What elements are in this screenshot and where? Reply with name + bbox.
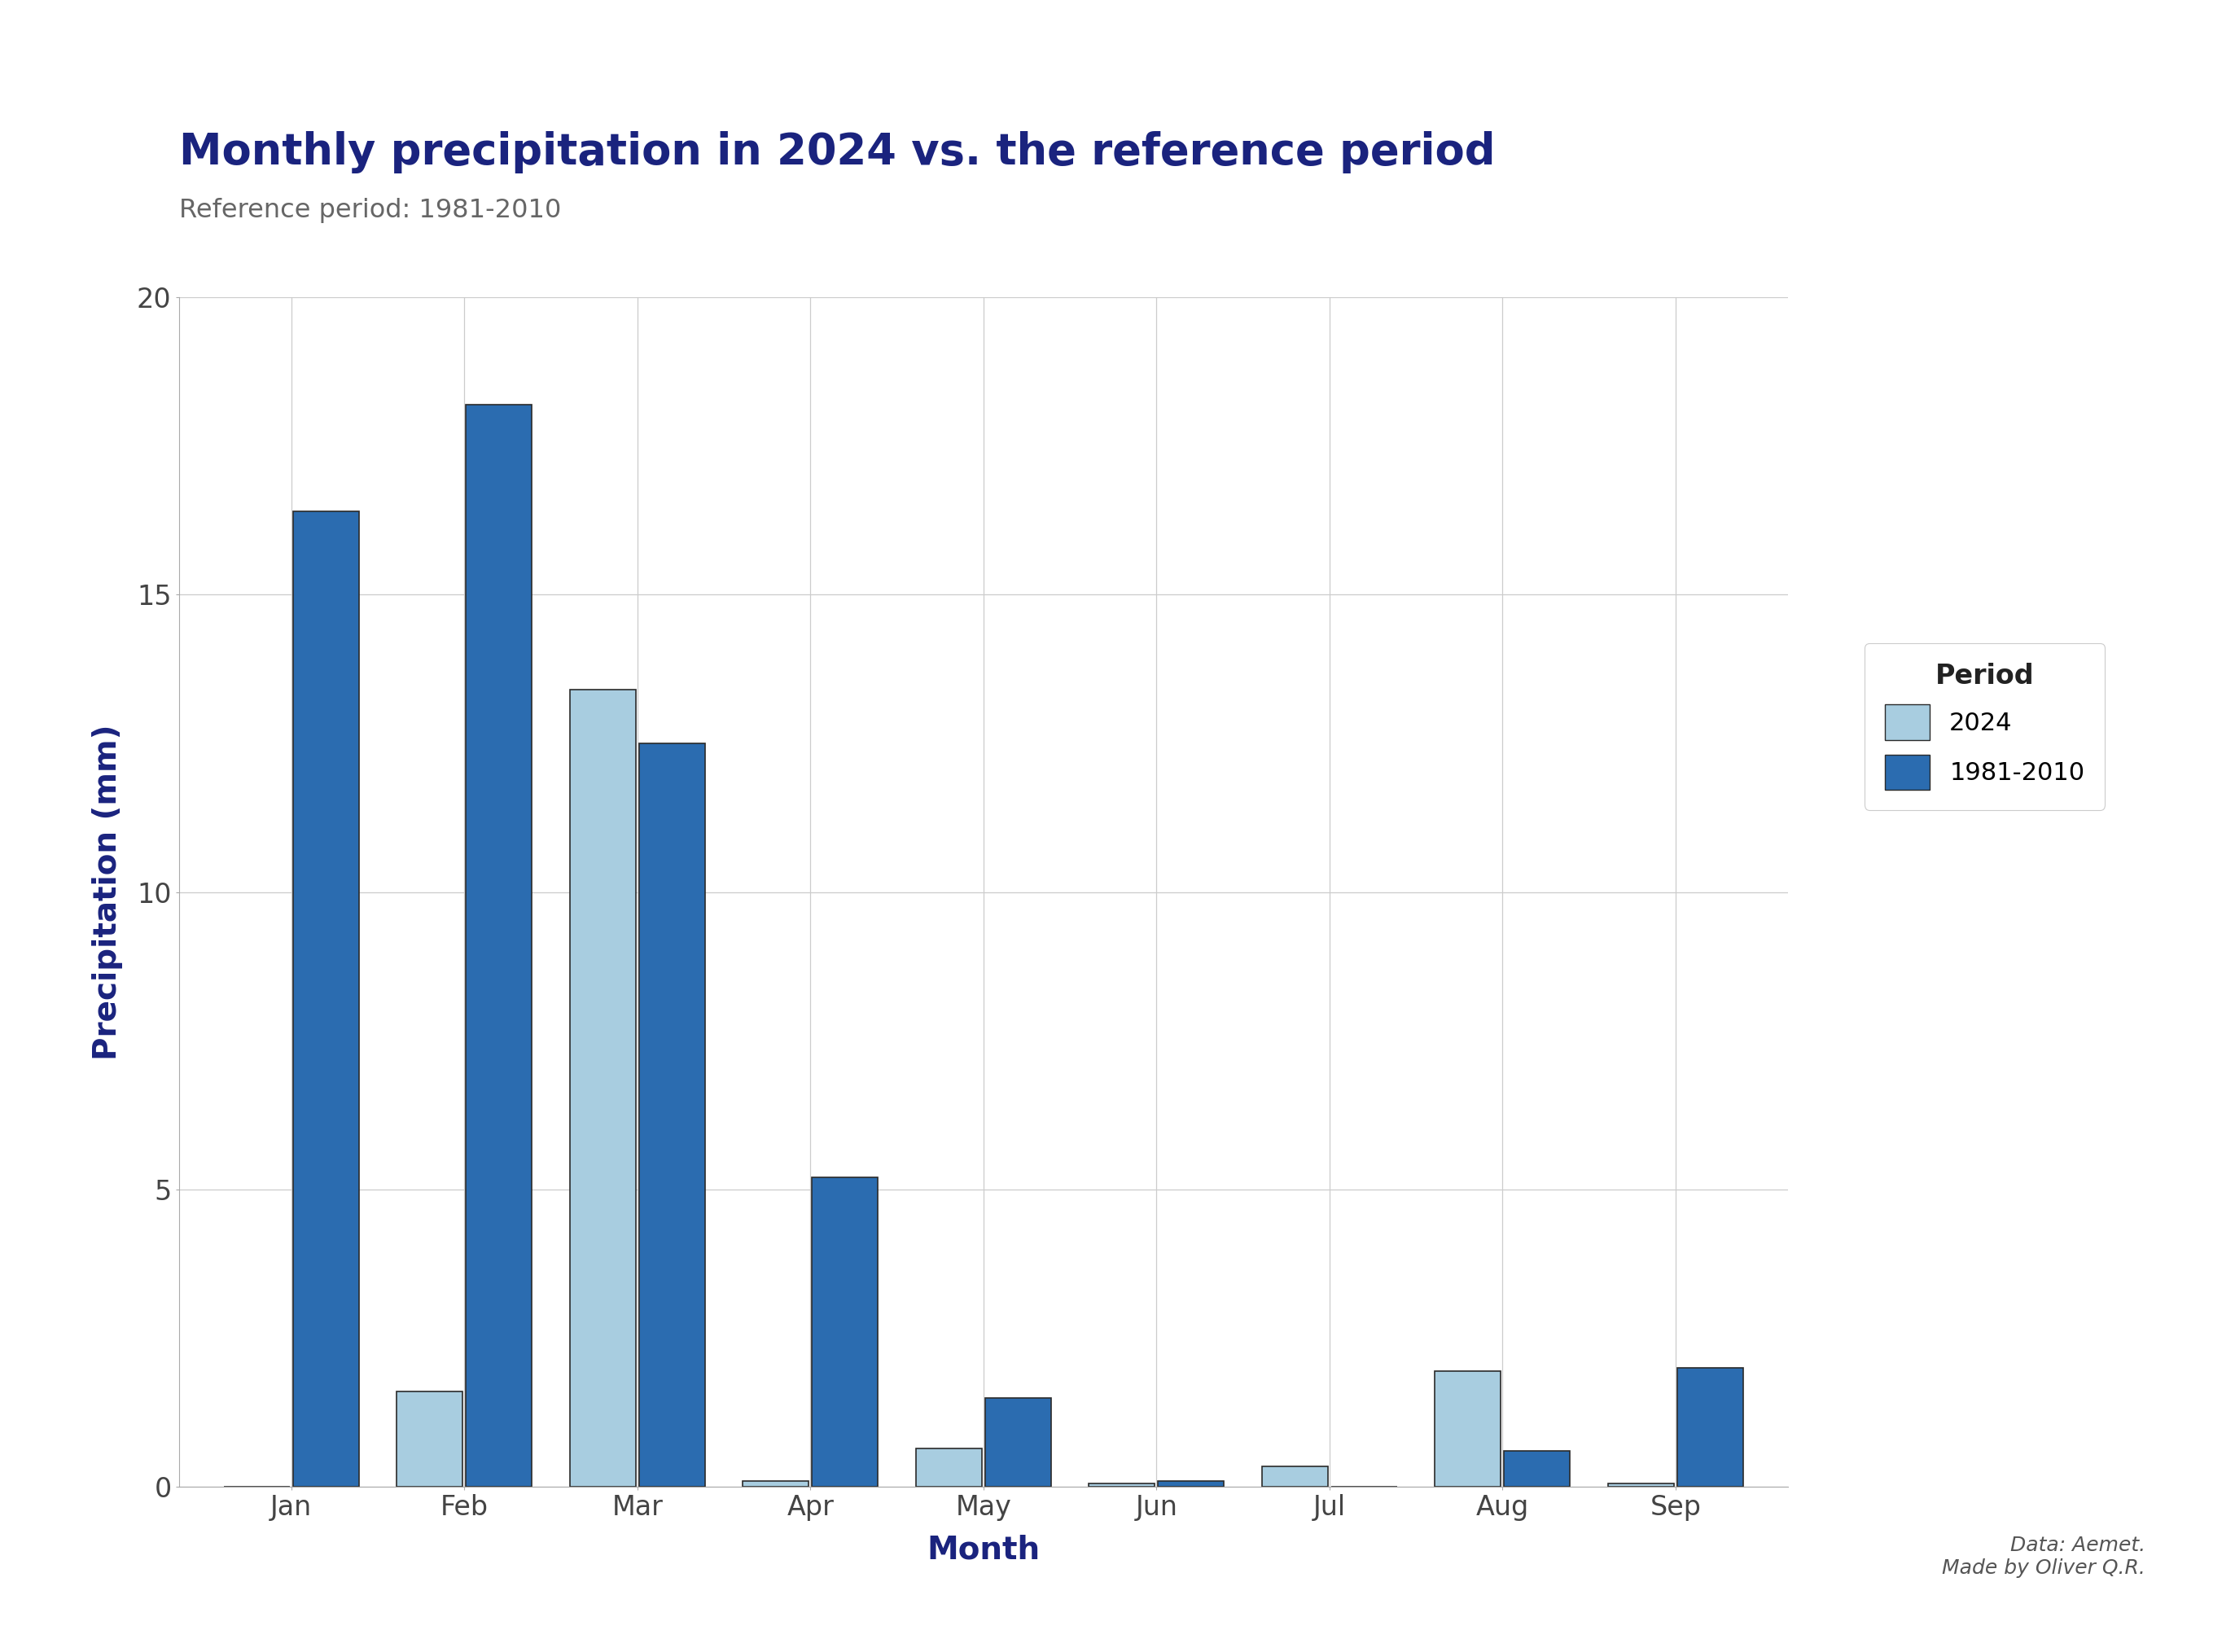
Bar	[570, 691, 635, 1487]
Bar	[1088, 1483, 1155, 1487]
Bar	[986, 1398, 1050, 1487]
Bar	[811, 1178, 878, 1487]
Text: Reference period: 1981-2010: Reference period: 1981-2010	[179, 198, 561, 223]
Bar	[1607, 1483, 1674, 1487]
Bar	[1435, 1371, 1500, 1487]
Bar	[467, 405, 532, 1487]
Bar	[398, 1391, 463, 1487]
Bar	[1263, 1465, 1328, 1487]
Bar	[1504, 1450, 1569, 1487]
Text: Data: Aemet.
Made by Oliver Q.R.: Data: Aemet. Made by Oliver Q.R.	[1942, 1535, 2146, 1578]
Bar	[1158, 1480, 1225, 1487]
Bar	[639, 743, 704, 1487]
Bar	[916, 1449, 981, 1487]
Bar	[742, 1480, 809, 1487]
Bar	[293, 512, 360, 1487]
Legend: 2024, 1981-2010: 2024, 1981-2010	[1864, 643, 2105, 809]
Text: Monthly precipitation in 2024 vs. the reference period: Monthly precipitation in 2024 vs. the re…	[179, 131, 1495, 173]
Y-axis label: Precipitation (mm): Precipitation (mm)	[92, 724, 123, 1061]
Bar	[1676, 1368, 1743, 1487]
X-axis label: Month: Month	[928, 1535, 1039, 1566]
